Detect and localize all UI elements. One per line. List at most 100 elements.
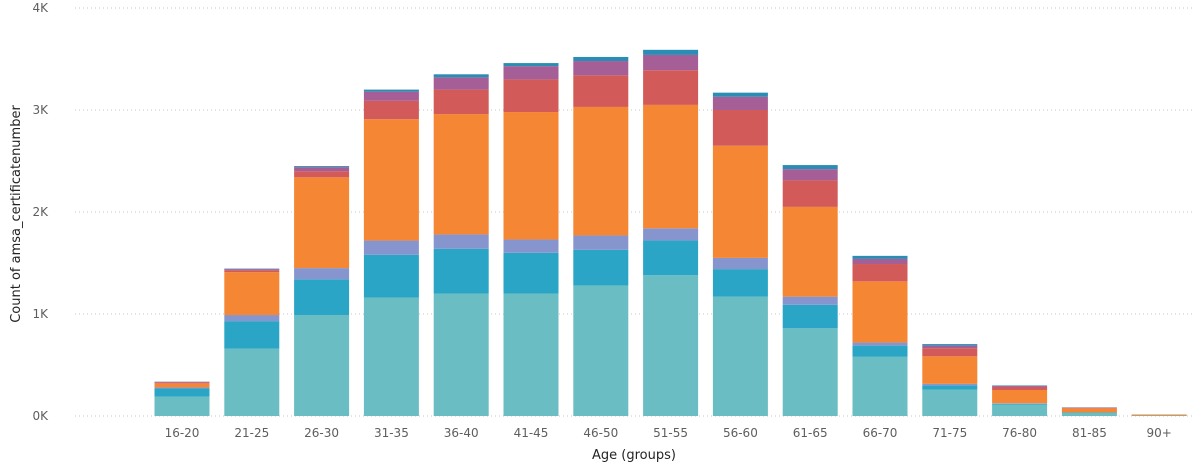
bar-segment[interactable] [154,381,210,383]
bar-segment[interactable] [643,49,699,55]
bar-segment[interactable] [992,389,1048,404]
bar-segment[interactable] [363,91,419,101]
bar-segment[interactable] [643,240,699,276]
bar-segment[interactable] [363,254,419,298]
bar-segment[interactable] [433,74,489,78]
bar-segment[interactable] [363,89,419,92]
bar-stack[interactable] [1131,414,1187,416]
bar-segment[interactable] [643,70,699,105]
bar-segment[interactable] [1061,412,1117,413]
bar-segment[interactable] [503,293,559,416]
bar-segment[interactable] [782,169,838,181]
bar-segment[interactable] [363,100,419,120]
bar-segment[interactable] [922,344,978,346]
bar-segment[interactable] [643,54,699,71]
bar-segment[interactable] [1061,412,1117,416]
bar-segment[interactable] [852,258,908,265]
bar-segment[interactable] [782,296,838,305]
bar-segment[interactable] [992,386,1048,390]
bar-segment[interactable] [363,297,419,416]
bar-segment[interactable] [433,89,489,115]
bar-segment[interactable] [852,342,908,346]
bar-segment[interactable] [712,110,768,146]
bar-segment[interactable] [224,268,280,270]
bar-segment[interactable] [294,315,350,416]
bar-segment[interactable] [294,268,350,280]
bar-segment[interactable] [852,255,908,259]
bar-segment[interactable] [154,396,210,416]
bar-segment[interactable] [1131,415,1187,416]
bar-segment[interactable] [363,119,419,241]
bar-stack[interactable] [643,49,699,416]
bar-stack[interactable] [363,89,419,416]
bar-segment[interactable] [782,206,838,297]
bar-segment[interactable] [154,387,210,389]
bar-segment[interactable] [573,56,629,62]
bar-segment[interactable] [573,285,629,416]
bar-segment[interactable] [503,66,559,80]
bar-segment[interactable] [224,269,280,271]
bar-stack[interactable] [503,63,559,416]
bar-segment[interactable] [992,385,1048,386]
bar-segment[interactable] [503,239,559,253]
bar-segment[interactable] [294,167,350,172]
bar-segment[interactable] [992,404,1048,416]
bar-segment[interactable] [782,180,838,207]
bar-segment[interactable] [712,145,768,258]
bar-segment[interactable] [712,257,768,270]
bar-segment[interactable] [294,279,350,316]
bar-segment[interactable] [712,92,768,97]
bar-segment[interactable] [852,281,908,343]
bar-stack[interactable] [992,385,1048,416]
bar-stack[interactable] [1061,407,1117,416]
bar-segment[interactable] [852,345,908,357]
bar-segment[interactable] [922,389,978,416]
bar-segment[interactable] [992,385,1048,387]
bar-segment[interactable] [852,264,908,282]
bar-segment[interactable] [294,166,350,168]
bar-segment[interactable] [573,75,629,107]
bar-segment[interactable] [154,383,210,388]
bar-segment[interactable] [1131,414,1187,416]
bar-segment[interactable] [573,235,629,250]
bar-segment[interactable] [1061,408,1117,413]
bar-segment[interactable] [782,328,838,416]
bar-segment[interactable] [224,321,280,349]
bar-segment[interactable] [922,356,978,384]
bar-stack[interactable] [294,166,350,416]
bar-segment[interactable] [712,269,768,297]
bar-segment[interactable] [922,348,978,357]
bar-segment[interactable] [712,296,768,416]
bar-segment[interactable] [922,345,978,349]
bar-stack[interactable] [154,381,210,416]
bar-segment[interactable] [573,61,629,76]
bar-segment[interactable] [224,315,280,322]
bar-segment[interactable] [224,272,280,316]
bar-segment[interactable] [992,403,1048,405]
bar-segment[interactable] [433,234,489,249]
bar-segment[interactable] [503,79,559,113]
bar-segment[interactable] [433,77,489,90]
bar-segment[interactable] [154,388,210,397]
bar-segment[interactable] [782,165,838,170]
bar-segment[interactable] [503,252,559,294]
bar-segment[interactable] [992,403,1048,404]
bar-segment[interactable] [782,304,838,329]
bar-segment[interactable] [503,112,559,240]
bar-stack[interactable] [782,165,838,416]
bar-segment[interactable] [224,270,280,273]
bar-segment[interactable] [433,114,489,235]
bar-stack[interactable] [852,255,908,416]
bar-segment[interactable] [294,177,350,269]
bar-stack[interactable] [224,268,280,416]
bar-segment[interactable] [1061,407,1117,409]
bar-stack[interactable] [433,74,489,416]
bar-segment[interactable] [922,385,978,390]
bar-segment[interactable] [433,248,489,294]
bar-segment[interactable] [852,356,908,416]
bar-stack[interactable] [922,344,978,416]
bar-segment[interactable] [643,275,699,416]
bar-segment[interactable] [503,63,559,67]
bar-segment[interactable] [643,228,699,241]
bar-segment[interactable] [294,171,350,178]
